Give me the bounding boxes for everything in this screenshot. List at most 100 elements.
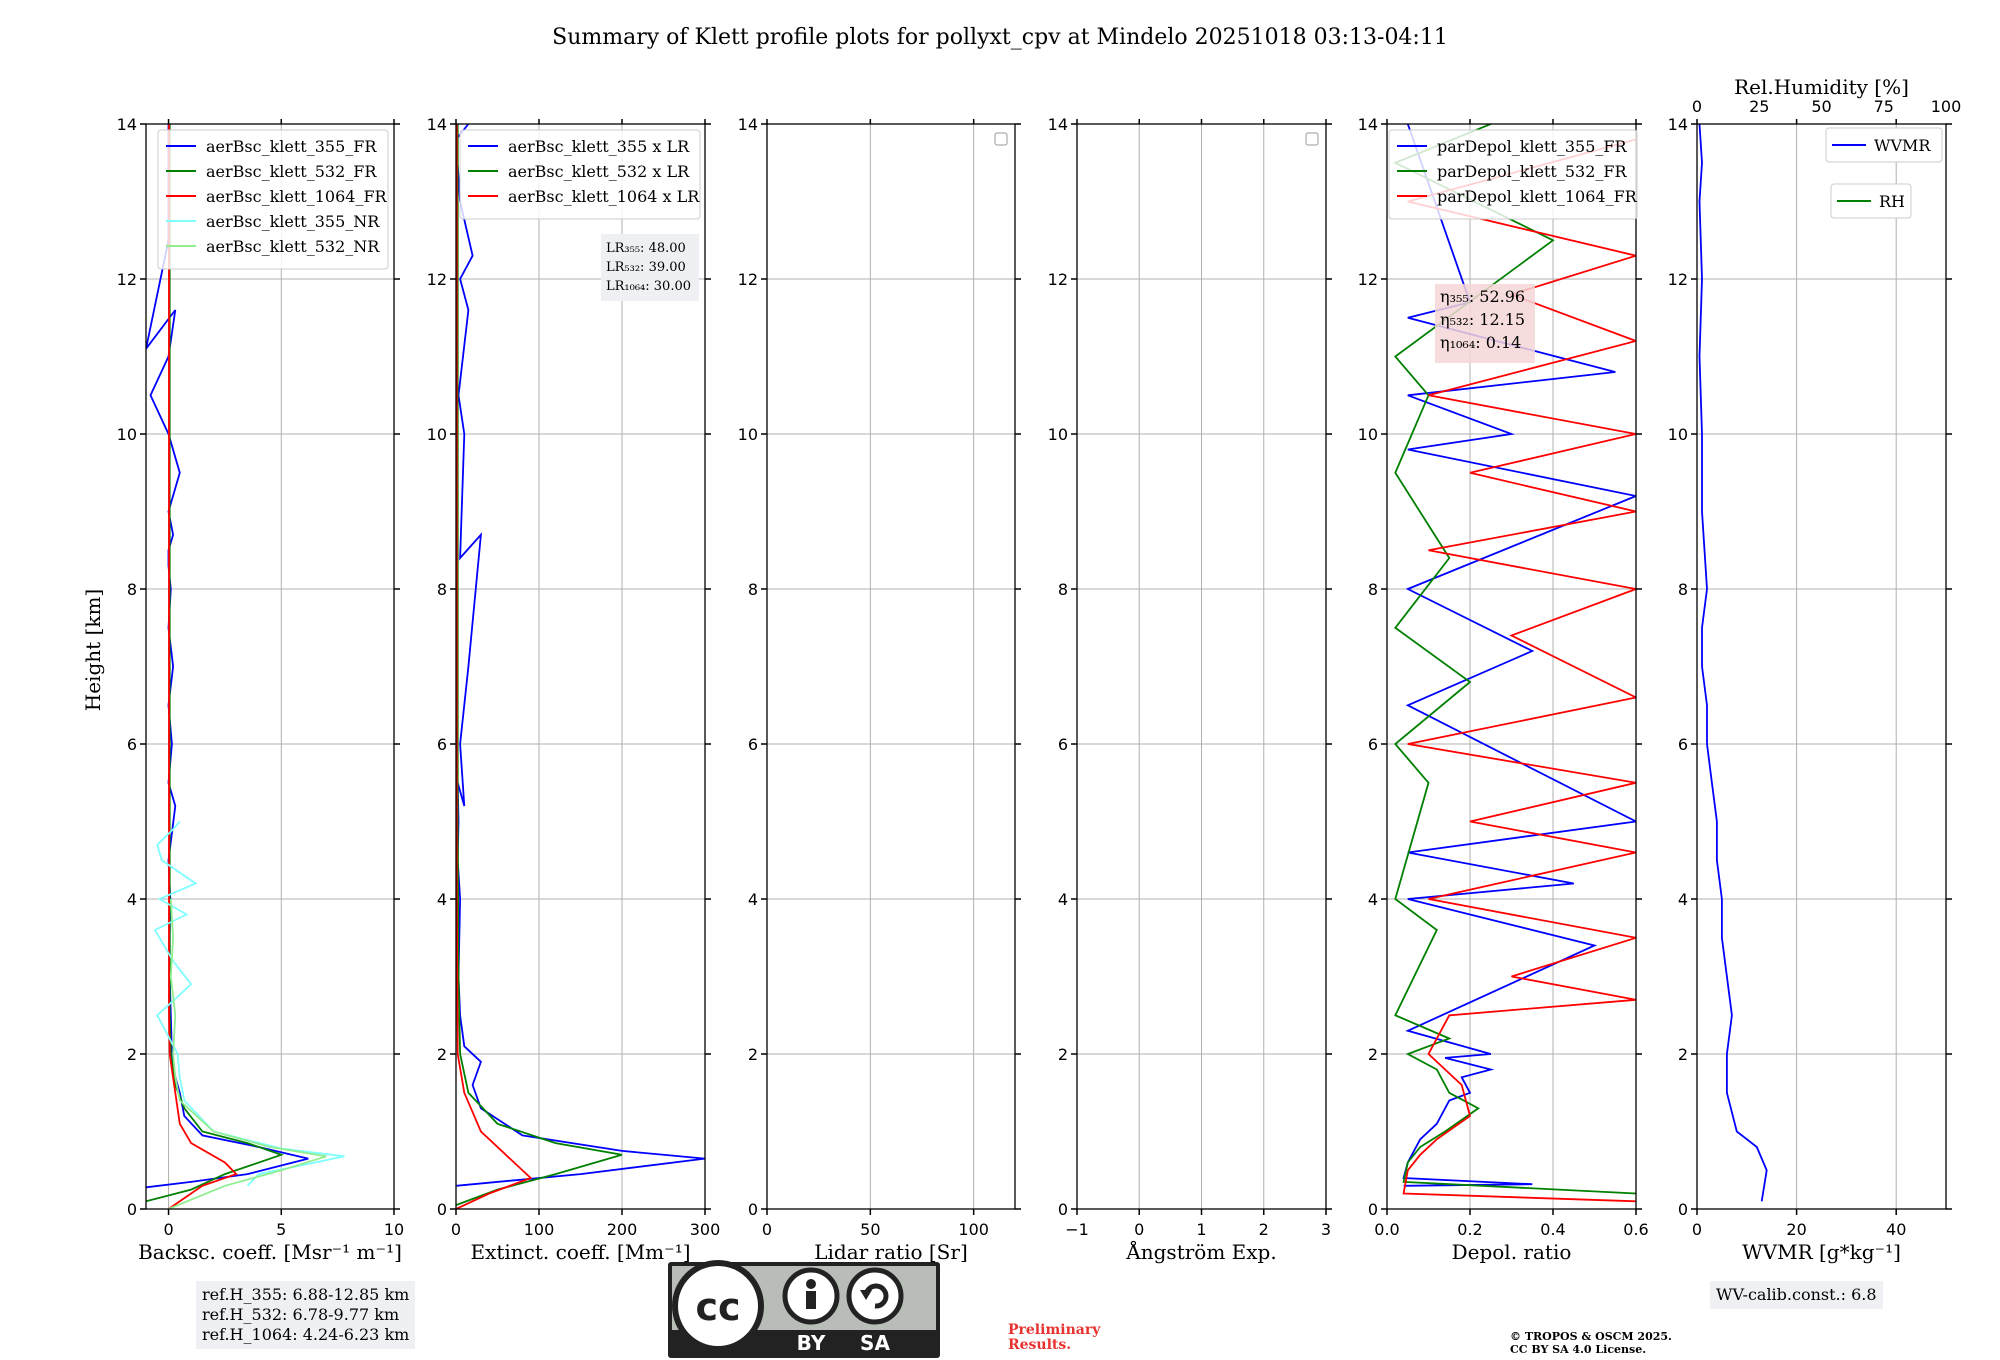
- empty-legend-icon: [1305, 132, 1319, 146]
- x-tick-label: 0.4: [1540, 1220, 1565, 1239]
- legend-entry: aerBsc_klett_532_NR: [206, 237, 380, 256]
- empty-legend-icon: [994, 132, 1008, 146]
- y-tick-label: 8: [1678, 580, 1688, 599]
- y-tick-label: 10: [427, 425, 447, 444]
- panel-4: 0.0 0.2 0.4 0.6 0 2 4 6 8 10 12 14 Depol. ratio parDe…: [1358, 115, 1649, 1264]
- y-tick-label: 4: [1678, 890, 1688, 909]
- y-tick-label: 0: [437, 1200, 447, 1219]
- x-axis-label: Backsc. coeff. [Msr⁻¹ m⁻¹]: [138, 1240, 402, 1264]
- series-parDepol_klett_1064_FR: [1402, 138, 1636, 1203]
- top-tick-label: 50: [1811, 97, 1831, 116]
- annotation-line: η₃₅₅: 52.96: [1440, 287, 1525, 306]
- y-tick-label: 12: [427, 270, 447, 289]
- x-tick-label: 100: [958, 1220, 989, 1239]
- annotation-line: η₅₃₂: 12.15: [1440, 310, 1525, 329]
- y-tick-label: 2: [437, 1045, 447, 1064]
- copyright-line-2: CC BY SA 4.0 License.: [1510, 1343, 1647, 1356]
- x-tick-label: 5: [276, 1220, 286, 1239]
- ref-height-532: ref.H_532: 6.78-9.77 km: [202, 1305, 400, 1324]
- series-WVMR: [1698, 124, 1768, 1202]
- y-tick-label: 4: [748, 890, 758, 909]
- legend-entry: aerBsc_klett_355_FR: [206, 137, 377, 156]
- x-tick-label: 0.6: [1623, 1220, 1648, 1239]
- cc-logo-icon: cc: [695, 1285, 740, 1329]
- panel-0: 0 5 10 0 2 4 6 8 10 12 14 Backsc. coeff. [Msr⁻¹ m⁻¹…: [117, 115, 405, 1264]
- y-tick-label: 6: [1678, 735, 1688, 754]
- annotation-line: LR₃₅₅: 48.00: [606, 241, 686, 256]
- y-tick-label: 6: [748, 735, 758, 754]
- y-tick-label: 4: [1058, 890, 1068, 909]
- top-tick-label: 25: [1749, 97, 1769, 116]
- badge-by-label: BY: [797, 1331, 826, 1355]
- legend-entry: aerBsc_klett_1064_FR: [206, 187, 388, 206]
- badge-sa-label: SA: [860, 1331, 890, 1355]
- y-tick-label: 8: [1058, 580, 1068, 599]
- y-tick-label: 0: [1368, 1200, 1378, 1219]
- x-tick-label: 0: [451, 1220, 461, 1239]
- x-tick-label: 3: [1321, 1220, 1331, 1239]
- annotation-line: LR₅₃₂: 39.00: [606, 260, 686, 275]
- axes-frame: [1386, 123, 1637, 1210]
- x-axis-label: Lidar ratio [Sr]: [814, 1240, 968, 1264]
- preliminary-line-1: Preliminary: [1008, 1322, 1101, 1338]
- legend-entry: aerBsc_klett_1064 x LR: [508, 187, 700, 206]
- x-tick-label: 1: [1196, 1220, 1206, 1239]
- y-tick-label: 8: [437, 580, 447, 599]
- y-tick-label: 2: [1678, 1045, 1688, 1064]
- top-tick-label: 0: [1692, 97, 1702, 116]
- y-tick-label: 2: [1058, 1045, 1068, 1064]
- legend-entry: RH: [1879, 192, 1905, 211]
- y-tick-label: 8: [127, 580, 137, 599]
- legend: parDepol_klett_355_FR parDepol_klett_532_…: [1388, 129, 1638, 220]
- y-tick-label: 14: [1358, 115, 1378, 134]
- series-group: [1393, 124, 1636, 1203]
- y-tick-label: 12: [1048, 270, 1068, 289]
- x-axis-label: Extinct. coeff. [Mm⁻¹]: [470, 1240, 690, 1264]
- series-aerBsc_klett_1064_FR: [167, 124, 238, 1209]
- top-axis-label: Rel.Humidity [%]: [1734, 75, 1909, 99]
- legend: aerBsc_klett_355 x LR aerBsc_klett_532 x …: [459, 129, 701, 220]
- axes-frame: [455, 123, 706, 1210]
- series-group: [146, 124, 345, 1209]
- legend: WVMR: [1825, 127, 1943, 163]
- copyright-line-1: © TROPOS & OSCM 2025.: [1510, 1330, 1672, 1343]
- series-group: [456, 124, 705, 1209]
- y-tick-label: 4: [1368, 890, 1378, 909]
- copyright-note: © TROPOS & OSCM 2025. CC BY SA 4.0 Licen…: [1510, 1330, 1672, 1356]
- ref-height-1064: ref.H_1064: 4.24-6.23 km: [202, 1325, 410, 1344]
- annotation-box: η₃₅₅: 52.96 η₅₃₂: 12.15 η₁₀₆₄: 0.14: [1435, 284, 1535, 363]
- panel-5: 0 20 40 0 2 4 6 8 10 12 14 WVMR [g*kg⁻¹] 0 25 50 75 100 R…: [1668, 75, 1962, 1264]
- y-tick-label: 6: [1058, 735, 1068, 754]
- x-tick-label: 0.2: [1457, 1220, 1482, 1239]
- y-tick-label: 6: [437, 735, 447, 754]
- annotation-line: η₁₀₆₄: 0.14: [1440, 333, 1521, 352]
- y-tick-label: 14: [738, 115, 758, 134]
- sa-share-icon: [846, 1267, 904, 1325]
- cc-circle-inner: [678, 1266, 758, 1346]
- y-tick-label: 0: [748, 1200, 758, 1219]
- series-aerBsc_klett_532_NR: [168, 898, 327, 1209]
- top-tick-label: 75: [1874, 97, 1894, 116]
- y-tick-label: 8: [1368, 580, 1378, 599]
- y-tick-label: 12: [1668, 270, 1688, 289]
- annotation-bg: [1435, 284, 1535, 363]
- cc-license-badge: cc BY SA: [668, 1260, 940, 1358]
- legend-box: [1825, 127, 1943, 163]
- x-tick-label: 0: [762, 1220, 772, 1239]
- legend: aerBsc_klett_355_FR aerBsc_klett_532_FRae…: [157, 129, 389, 270]
- y-tick-label: 14: [427, 115, 447, 134]
- legend-box: [1388, 129, 1638, 220]
- y-tick-label: 10: [738, 425, 758, 444]
- x-tick-label: 50: [860, 1220, 880, 1239]
- preliminary-line-2: Results.: [1008, 1337, 1072, 1353]
- top-tick-label: 100: [1931, 97, 1962, 116]
- y-tick-label: 2: [127, 1045, 137, 1064]
- x-tick-label: 200: [607, 1220, 638, 1239]
- legend-box: [459, 129, 701, 220]
- y-tick-label: 6: [1368, 735, 1378, 754]
- x-tick-label: 10: [384, 1220, 404, 1239]
- x-tick-label: 0: [1134, 1220, 1144, 1239]
- x-tick-label: 100: [524, 1220, 555, 1239]
- legend-entry: aerBsc_klett_532 x LR: [508, 162, 690, 181]
